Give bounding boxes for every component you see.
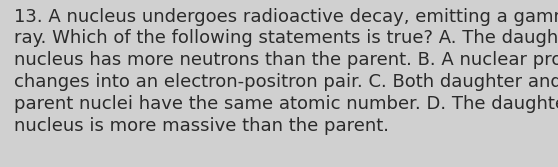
Text: 13. A nucleus undergoes radioactive decay, emitting a gamma
ray. Which of the fo: 13. A nucleus undergoes radioactive deca… <box>14 8 558 135</box>
